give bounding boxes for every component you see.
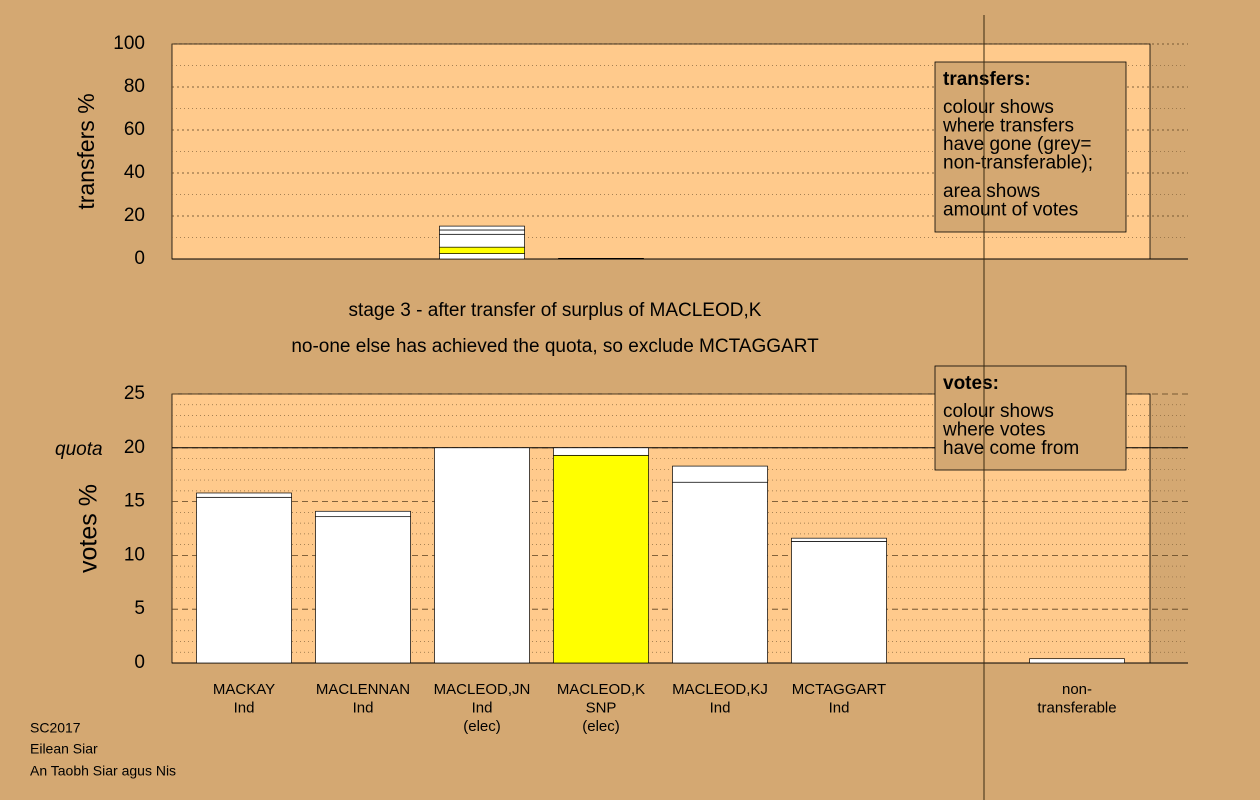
bar-segment <box>315 510 411 518</box>
legend-text: have gone (grey= <box>943 134 1091 155</box>
x-tick-label: MACLEOD,JN <box>434 681 531 698</box>
bar-segment <box>439 229 525 235</box>
legend-text: area shows <box>943 181 1040 202</box>
legend-text: non-transferable); <box>943 153 1093 174</box>
legend-box <box>934 61 1127 233</box>
quota-label: quota <box>55 439 103 460</box>
y-tick-label: 40 <box>124 162 145 183</box>
x-tick-label: transferable <box>1037 699 1116 716</box>
x-tick-label: (elec) <box>463 718 501 735</box>
bar-segment <box>439 233 525 248</box>
y-tick-label: 20 <box>124 437 145 458</box>
x-tick-label: Ind <box>234 699 255 716</box>
legend-text: where transfers <box>942 116 1074 137</box>
legend-title: votes: <box>943 373 999 394</box>
bar-segment <box>1029 658 1125 664</box>
x-tick-label: MACKAY <box>213 681 275 698</box>
x-tick-label: non- <box>1062 681 1092 698</box>
legend-text: where votes <box>942 420 1045 441</box>
y-tick-label: 0 <box>134 652 145 673</box>
bar-segment <box>672 465 768 483</box>
bar-segment <box>196 492 292 498</box>
stage-text: stage 3 - after transfer of surplus of M… <box>349 300 762 321</box>
bar-segment <box>553 447 649 456</box>
bar-segment <box>439 246 525 254</box>
x-tick-label: MACLENNAN <box>316 681 410 698</box>
legend-text: amount of votes <box>943 200 1078 221</box>
y-tick-label: 20 <box>124 205 145 226</box>
x-tick-label: (elec) <box>582 718 620 735</box>
x-tick-label: Ind <box>829 699 850 716</box>
x-tick-label: MACLEOD,KJ <box>672 681 768 698</box>
bar-segment <box>791 537 887 542</box>
bar-segment <box>439 253 525 260</box>
legend-box <box>934 365 1127 471</box>
x-tick-label: Ind <box>710 699 731 716</box>
y-tick-label: 80 <box>124 76 145 97</box>
legend-text: colour shows <box>943 97 1054 118</box>
y-tick-label: 0 <box>134 248 145 269</box>
y-tick-label: 10 <box>124 544 145 565</box>
x-tick-label: MACLEOD,K <box>557 681 645 698</box>
legend-text: have come from <box>943 438 1079 459</box>
bar-segment <box>553 454 649 664</box>
stage-text: no-one else has achieved the quota, so e… <box>291 336 819 357</box>
footer: An Taobh Siar agus Nis <box>30 763 176 779</box>
legend-text: colour shows <box>943 401 1054 422</box>
y-tick-label: 60 <box>124 119 145 140</box>
bar-segment <box>672 481 768 664</box>
x-tick-label: Ind <box>353 699 374 716</box>
y-axis-label: votes % <box>75 484 103 573</box>
y-tick-label: 100 <box>113 33 145 54</box>
x-tick-label: SNP <box>586 699 617 716</box>
y-tick-label: 15 <box>124 491 145 512</box>
bar-segment <box>196 496 292 664</box>
y-tick-label: 5 <box>134 598 145 619</box>
bar-segment <box>791 541 887 664</box>
footer: Eilean Siar <box>30 741 98 757</box>
x-tick-label: MCTAGGART <box>792 681 886 698</box>
footer: SC2017 <box>30 720 81 736</box>
bar-segment <box>434 447 530 664</box>
y-axis-label: transfers % <box>73 93 99 209</box>
bar-segment <box>439 225 525 231</box>
bar-segment <box>558 258 644 260</box>
bar-segment <box>315 516 411 664</box>
x-tick-label: Ind <box>472 699 493 716</box>
legend-title: transfers: <box>943 69 1031 90</box>
y-tick-label: 25 <box>124 383 145 404</box>
